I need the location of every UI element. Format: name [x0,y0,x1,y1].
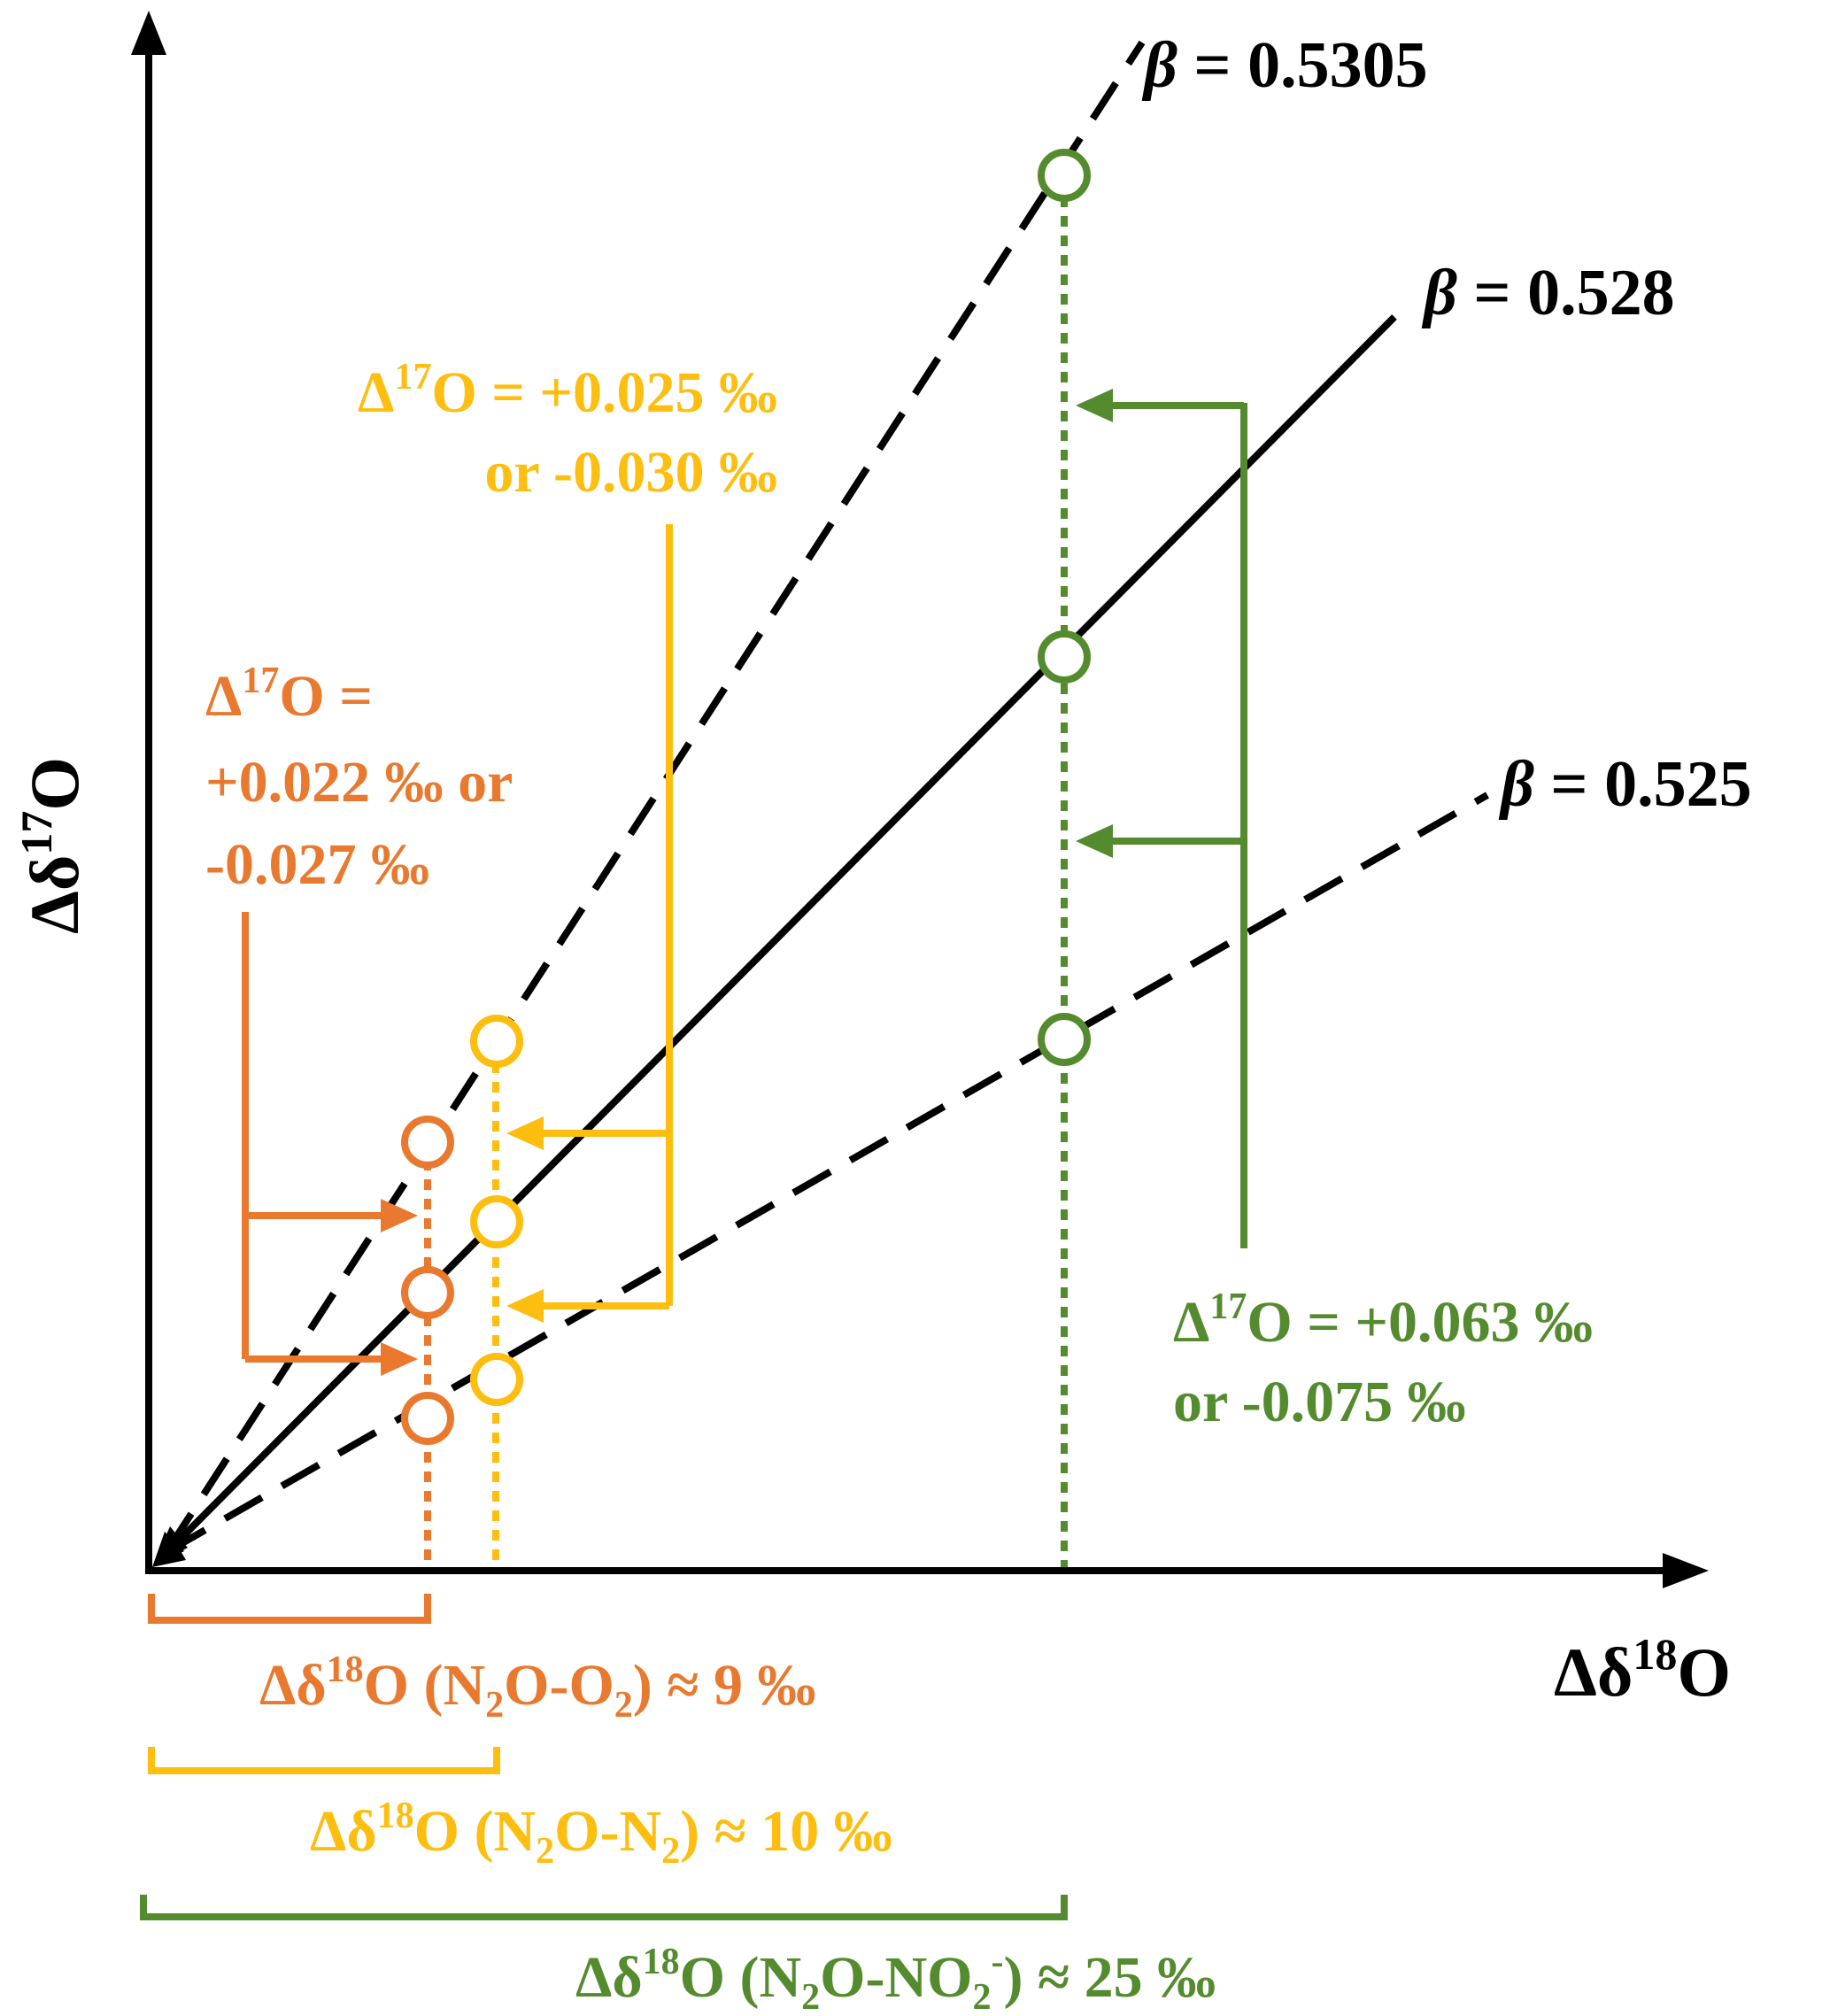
green-circle-mid [1038,630,1091,684]
yellow-annotation-line1: Δ17O = +0.025 ‰ [358,357,777,425]
yellow-annotation-line2: or -0.030 ‰ [484,440,777,505]
beta-label-05305: β = 0.5305 [1141,29,1428,102]
orange-annotation-line3: -0.027 ‰ [205,832,429,897]
orange-annotation-line2: +0.022 ‰ or [205,750,513,815]
yellow-arrowhead-upper [506,1116,544,1150]
orange-range-label: Δδ18O (N2O-O2) ≈ 9 ‰ [259,1649,815,1726]
orange-circle-top [401,1116,454,1169]
green-arrowhead-lower [1076,824,1113,858]
origin-arrowhead-3 [152,1539,186,1567]
orange-arrowhead-lower [381,1342,418,1376]
orange-annotation-line1: Δ17O = [205,660,373,729]
y-axis-arrowhead [131,11,166,55]
orange-range-bracket [148,1594,431,1624]
yellow-arrowhead-lower [506,1289,544,1323]
green-circle-top [1038,149,1091,202]
green-circle-bottom [1038,1013,1091,1066]
green-range-label: Δδ18O (N2O-NO2-) ≈ 25 ‰ [575,1942,1216,2016]
green-annotation-line2: or -0.075 ‰ [1173,1370,1466,1434]
orange-group: Δ17O = +0.022 ‰ or -0.027 ‰ Δδ18O (N2O-O… [148,660,815,1726]
orange-circle-bottom [401,1392,454,1445]
yellow-circle-bottom [470,1353,523,1406]
orange-arrowhead-upper [381,1199,418,1232]
beta-line-0525 [166,792,1489,1555]
beta-lines [152,40,1489,1567]
x-axis-arrowhead [1663,1553,1709,1588]
yellow-circle-mid [470,1195,523,1248]
green-arrowhead-upper [1076,389,1113,422]
beta-line-0528 [166,314,1397,1554]
green-group: Δ17O = +0.063 ‰ or -0.075 ‰ Δδ18O (N2O-N… [140,149,1593,2016]
yellow-group: Δ17O = +0.025 ‰ or -0.030 ‰ Δδ18O (N2O-N… [148,357,892,1872]
green-range-bracket [140,1895,1068,1920]
yellow-range-bracket [148,1747,500,1774]
beta-label-0525: β = 0.525 [1498,748,1752,821]
yellow-range-label: Δδ18O (N2O-N2) ≈ 10 ‰ [310,1796,892,1872]
beta-label-0528: β = 0.528 [1421,257,1675,329]
yellow-circle-top [470,1015,523,1068]
y-axis-label: Δδ17O [12,757,93,934]
axes [131,11,1709,1588]
beta-line-05305 [165,40,1146,1552]
x-axis-label: Δδ18O [1554,1629,1731,1711]
orange-circle-mid [401,1266,454,1319]
green-annotation-line1: Δ17O = +0.063 ‰ [1173,1286,1593,1355]
